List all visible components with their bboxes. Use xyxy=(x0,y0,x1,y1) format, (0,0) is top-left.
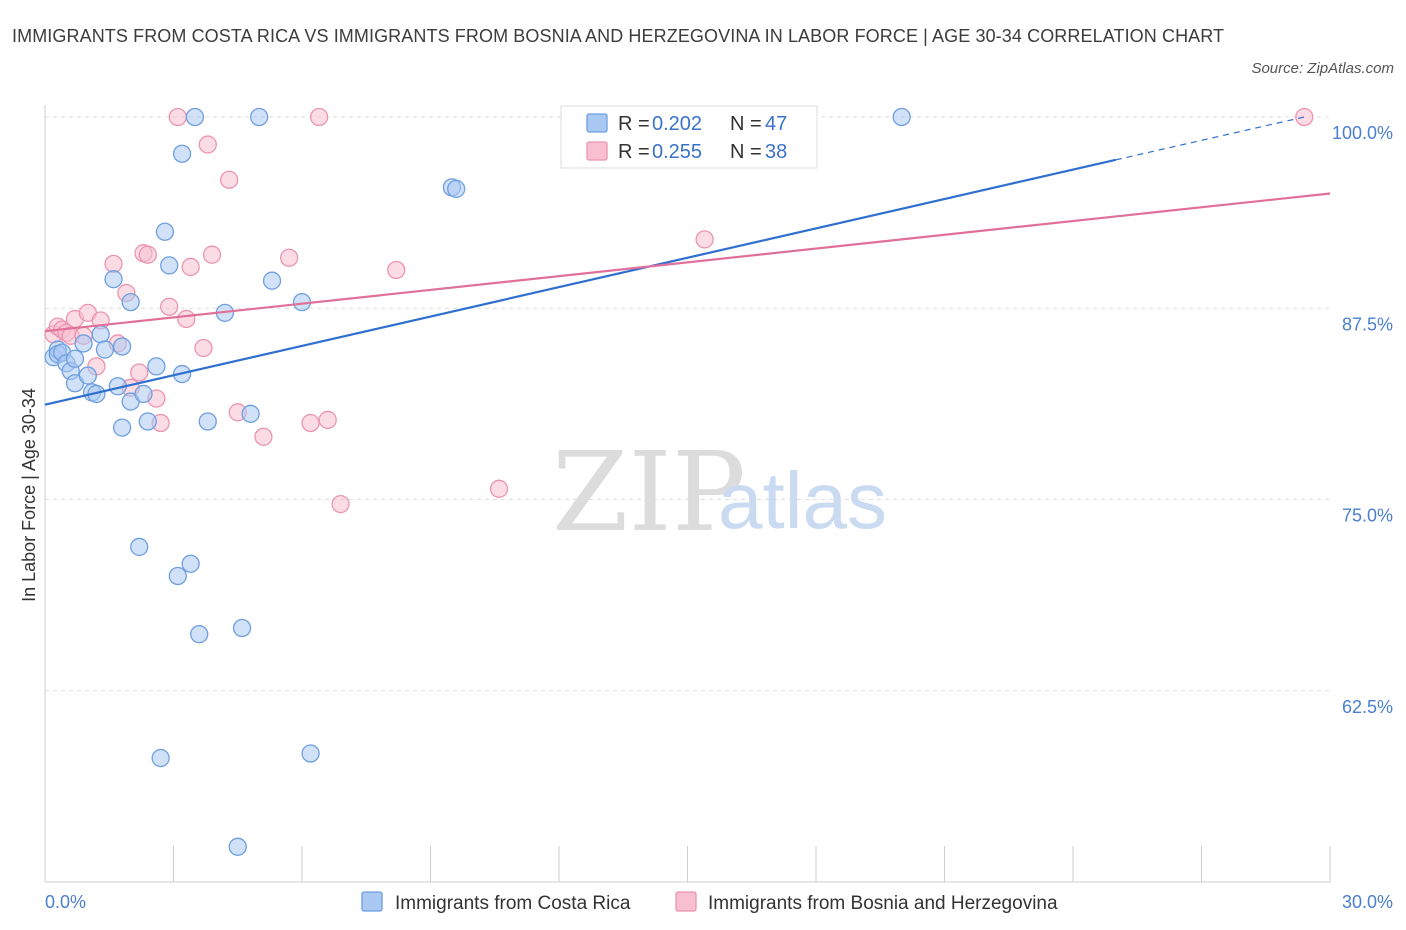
bosnia-point xyxy=(202,245,222,264)
series-costa-rica-points xyxy=(44,107,911,856)
bosnia-point xyxy=(177,309,196,329)
costa-rica-point xyxy=(301,744,320,763)
bosnia-point xyxy=(181,257,200,277)
axes xyxy=(44,105,1331,883)
bottom-legend-swatch-costa-rica xyxy=(361,891,383,912)
y-tick-label: 87.5% xyxy=(1342,314,1393,334)
bosnia-point xyxy=(168,107,187,127)
legend-n-label-1: N = xyxy=(730,113,762,135)
watermark-atlas: atlas xyxy=(718,456,887,545)
bottom-legend-costa-rica: Immigrants from Costa Rica xyxy=(395,893,631,914)
costa-rica-point xyxy=(262,271,282,290)
bottom-legend-bosnia: Immigrants from Bosnia and Herzegovina xyxy=(708,893,1058,914)
trend-lines xyxy=(44,116,1331,406)
bosnia-point xyxy=(279,248,299,267)
costa-rica-point xyxy=(104,270,123,289)
bosnia-trend-line xyxy=(44,192,1331,333)
bosnia-point xyxy=(331,494,350,514)
costa-rica-point xyxy=(147,357,166,376)
bosnia-point xyxy=(309,107,329,127)
y-axis-label: In Labor Force | Age 30-34 xyxy=(19,388,39,602)
costa-rica-point xyxy=(228,837,247,856)
costa-rica-point xyxy=(65,349,85,368)
bosnia-point xyxy=(695,230,714,249)
y-tick-label: 75.0% xyxy=(1342,506,1393,526)
costa-rica-trend-line xyxy=(44,158,1117,406)
y-tick-label: 62.5% xyxy=(1342,697,1393,717)
bosnia-point xyxy=(130,363,149,382)
costa-rica-trend-extension xyxy=(1115,116,1305,161)
bosnia-point xyxy=(194,338,213,358)
costa-rica-point xyxy=(250,107,269,127)
bosnia-point xyxy=(1295,107,1314,127)
bosnia-point xyxy=(104,254,123,274)
legend-swatch-costa-rica xyxy=(586,113,608,133)
y-tick-labels: 62.5% 75.0% 87.5% 100.0% xyxy=(1332,123,1393,717)
costa-rica-point xyxy=(130,537,149,557)
legend-r-value-1: 0.202 xyxy=(652,113,702,135)
legend-r-value-2: 0.255 xyxy=(652,141,702,163)
costa-rica-point xyxy=(241,404,260,423)
series-bosnia-points xyxy=(44,107,1314,514)
x-tick-label: 30.0% xyxy=(1342,892,1393,912)
legend-r-label-2: R = xyxy=(618,141,650,163)
costa-rica-point xyxy=(134,384,153,404)
costa-rica-point xyxy=(91,325,110,344)
costa-rica-point xyxy=(185,107,205,127)
bosnia-point xyxy=(254,427,273,446)
costa-rica-point xyxy=(78,366,97,385)
bottom-legend-swatch-bosnia xyxy=(675,891,697,912)
costa-rica-point xyxy=(181,554,200,573)
costa-rica-point xyxy=(172,144,192,163)
watermark: ZIP atlas xyxy=(552,428,887,556)
legend-n-value-1: 47 xyxy=(765,113,787,135)
legend-n-label-2: N = xyxy=(730,141,762,163)
bosnia-point xyxy=(198,135,217,154)
bosnia-point xyxy=(220,170,239,189)
x-tick-labels: 0.0% 30.0% xyxy=(45,892,1393,912)
legend-r-label-1: R = xyxy=(618,113,650,135)
series-legend: Immigrants from Costa Rica Immigrants fr… xyxy=(361,891,1058,914)
legend-swatch-bosnia xyxy=(586,141,608,161)
bosnia-point xyxy=(160,297,179,316)
bosnia-point xyxy=(138,245,157,264)
stats-legend: R = 0.202 N = 47 R = 0.255 N = 38 xyxy=(560,105,818,169)
watermark-zip: ZIP xyxy=(552,428,746,556)
chart-title: IMMIGRANTS FROM COSTA RICA VS IMMIGRANTS… xyxy=(12,26,1225,46)
legend-n-value-2: 38 xyxy=(765,141,787,163)
chart-source: Source: ZipAtlas.com xyxy=(1251,60,1394,77)
costa-rica-point xyxy=(168,566,187,586)
costa-rica-point xyxy=(151,748,170,768)
costa-rica-point xyxy=(121,292,140,312)
costa-rica-point xyxy=(138,412,157,431)
costa-rica-point xyxy=(112,418,132,437)
y-tick-label: 100.0% xyxy=(1332,123,1393,143)
costa-rica-point xyxy=(74,334,93,353)
costa-rica-point xyxy=(892,107,911,127)
costa-rica-point xyxy=(198,412,217,431)
x-tick-label: 0.0% xyxy=(45,892,86,912)
costa-rica-point xyxy=(95,340,115,359)
bosnia-point xyxy=(318,410,337,430)
bosnia-point xyxy=(301,413,320,433)
costa-rica-point xyxy=(232,618,252,638)
costa-rica-point xyxy=(190,624,209,644)
costa-rica-point xyxy=(155,222,175,241)
costa-rica-point xyxy=(447,179,466,199)
costa-rica-point xyxy=(112,337,132,356)
bosnia-point xyxy=(489,479,509,498)
costa-rica-point xyxy=(160,256,179,275)
bosnia-point xyxy=(387,260,406,280)
